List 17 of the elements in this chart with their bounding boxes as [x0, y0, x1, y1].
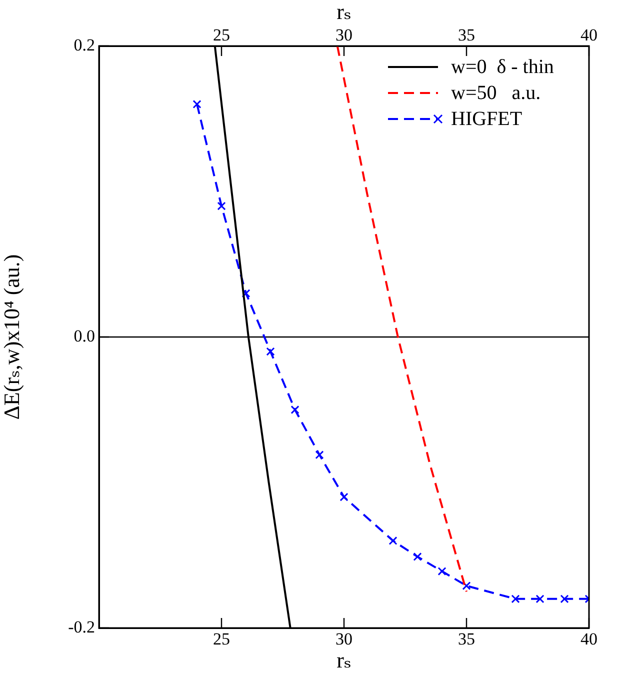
x2-tick-label: 35	[458, 25, 475, 44]
x-axis-title: rₛ	[336, 648, 352, 673]
x-tick-label: 25	[213, 630, 230, 649]
y-tick-label: 0.2	[74, 35, 95, 54]
legend-label: w=50 a.u.	[451, 81, 541, 106]
y-tick-label: -0.2	[68, 617, 95, 636]
y-tick-label: 0.0	[74, 326, 95, 346]
legend-label: w=0 δ - thin	[451, 55, 554, 80]
x-tick-label: 35	[458, 630, 475, 649]
x-tick-label: 30	[336, 630, 352, 649]
legend-label: HIGFET	[451, 107, 522, 132]
x2-tick-label: 25	[213, 25, 230, 44]
x2-tick-label: 30	[336, 25, 352, 44]
x-tick-label: 40	[580, 630, 598, 649]
x2-axis-title: rₛ	[336, 0, 352, 24]
y-axis-title: ΔE(rₛ,w)x10⁴ (au.)	[0, 254, 24, 420]
x2-tick-label: 40	[580, 25, 598, 44]
